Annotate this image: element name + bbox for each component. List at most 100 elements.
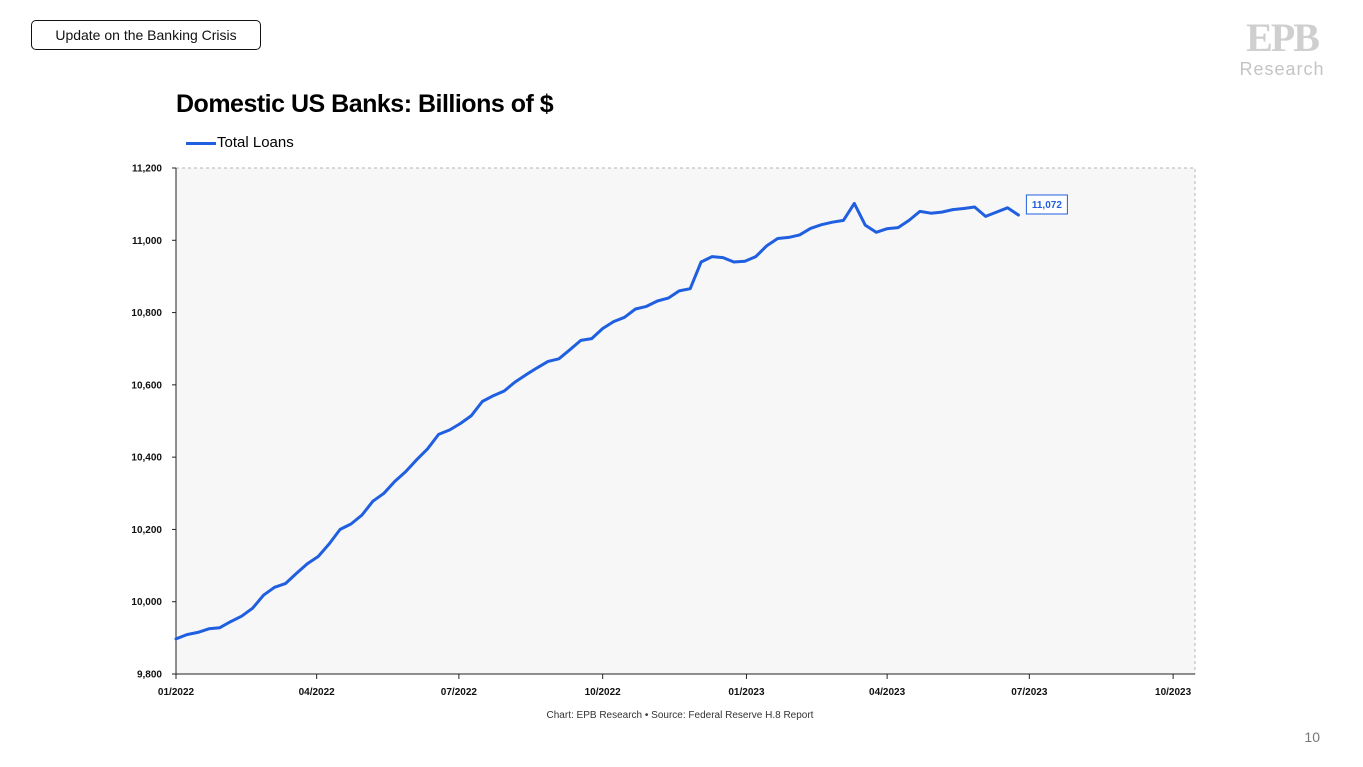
data-point-total-loans <box>317 555 320 558</box>
x-tick-label: 04/2022 <box>299 687 336 698</box>
data-point-total-loans <box>765 244 768 247</box>
data-point-total-loans <box>831 221 834 224</box>
y-tick-label: 10,800 <box>131 308 162 319</box>
data-point-total-loans <box>579 339 582 342</box>
data-point-total-loans <box>885 227 889 230</box>
data-point-total-loans <box>174 637 178 641</box>
page-number: 10 <box>1304 729 1320 745</box>
data-point-total-loans <box>667 296 670 300</box>
data-point-total-loans <box>262 594 265 597</box>
data-point-total-loans <box>557 357 561 360</box>
data-point-total-loans <box>349 522 353 526</box>
y-tick-label: 11,200 <box>132 164 162 175</box>
plot-area <box>175 167 1196 675</box>
data-point-total-loans <box>656 299 659 303</box>
x-tick-label: 01/2023 <box>728 687 765 698</box>
logo-word: Research <box>1239 59 1325 79</box>
data-point-total-loans <box>218 626 221 629</box>
data-point-total-loans <box>787 236 790 239</box>
data-point-total-loans <box>568 348 571 351</box>
data-point-total-loans <box>973 205 976 209</box>
data-point-total-loans <box>328 542 331 546</box>
data-point-total-loans <box>207 627 210 630</box>
series-line-total-loans <box>174 201 1020 641</box>
data-point-total-loans <box>513 380 517 384</box>
data-point-total-loans <box>393 480 396 483</box>
data-point-total-loans <box>689 287 692 290</box>
data-point-total-loans <box>546 360 550 363</box>
data-point-total-loans <box>492 394 495 397</box>
data-point-total-loans <box>995 210 998 214</box>
data-point-total-loans <box>459 422 462 425</box>
data-point-total-loans <box>634 307 637 311</box>
last-value-label-box <box>1025 194 1068 215</box>
data-point-total-loans <box>295 572 298 575</box>
data-point-total-loans <box>415 458 418 461</box>
data-point-total-loans <box>590 337 593 340</box>
data-point-total-loans <box>229 620 232 623</box>
y-tick-label: 10,200 <box>131 525 162 536</box>
data-point-total-loans <box>962 207 965 210</box>
y-tick-label: 10,000 <box>131 597 162 608</box>
x-tick-label: 07/2023 <box>1011 687 1048 698</box>
data-point-total-loans <box>732 260 736 264</box>
data-point-total-loans <box>1017 213 1020 217</box>
data-point-total-loans <box>721 256 725 259</box>
data-point-total-loans <box>601 327 604 330</box>
data-point-total-loans <box>196 631 200 634</box>
data-point-total-loans <box>798 233 801 237</box>
x-tick-label: 07/2022 <box>441 687 478 698</box>
legend-swatch-total-loans <box>186 142 216 145</box>
legend-label-total-loans: Total Loans <box>217 134 294 151</box>
last-value-label: 11,072 <box>1032 200 1062 211</box>
x-tick-label: 10/2023 <box>1155 687 1192 698</box>
data-point-total-loans <box>896 226 900 229</box>
section-label: Update on the Banking Crisis <box>31 20 261 50</box>
data-point-total-loans <box>1006 206 1009 209</box>
data-point-total-loans <box>448 428 451 432</box>
data-point-total-loans <box>503 389 506 393</box>
data-point-total-loans <box>481 400 484 403</box>
chart-source-note: Chart: EPB Research • Source: Federal Re… <box>546 710 814 721</box>
data-point-total-loans <box>251 607 254 610</box>
data-point-total-loans <box>776 237 779 240</box>
data-point-total-loans <box>820 223 823 226</box>
data-point-total-loans <box>645 305 648 308</box>
data-point-total-loans <box>382 492 386 495</box>
y-tick-label: 10,400 <box>131 453 162 464</box>
data-point-total-loans <box>240 615 243 618</box>
data-point-total-loans <box>864 223 867 227</box>
data-point-total-loans <box>612 320 615 323</box>
data-point-total-loans <box>185 633 189 636</box>
data-point-total-loans <box>907 219 911 222</box>
data-point-total-loans <box>371 500 375 503</box>
data-point-total-loans <box>524 373 528 376</box>
chart-title: Domestic US Banks: Billions of $ <box>176 90 554 118</box>
y-tick-label: 10,600 <box>131 380 162 391</box>
data-point-total-loans <box>306 562 309 565</box>
data-point-total-loans <box>918 210 922 213</box>
logo-letters: EPB <box>1246 15 1320 60</box>
data-point-total-loans <box>284 582 287 585</box>
data-point-total-loans <box>699 260 703 264</box>
data-point-total-loans <box>470 414 473 417</box>
x-tick-label: 01/2022 <box>158 687 195 698</box>
data-point-total-loans <box>404 470 407 473</box>
data-point-total-loans <box>929 212 933 215</box>
data-point-total-loans <box>754 255 757 258</box>
data-point-total-loans <box>984 215 987 218</box>
data-point-total-loans <box>426 447 429 450</box>
data-point-total-loans <box>940 210 943 214</box>
y-tick-label: 11,000 <box>132 236 162 247</box>
data-point-total-loans <box>678 289 681 293</box>
data-point-total-loans <box>437 433 440 436</box>
data-point-total-loans <box>809 227 812 230</box>
data-point-total-loans <box>360 513 364 517</box>
y-tick-label: 9,800 <box>137 670 162 681</box>
data-point-total-loans <box>842 219 845 222</box>
data-point-total-loans <box>338 528 342 531</box>
data-point-total-loans <box>853 202 856 205</box>
data-point-total-loans <box>875 231 878 234</box>
data-point-total-loans <box>623 316 626 319</box>
